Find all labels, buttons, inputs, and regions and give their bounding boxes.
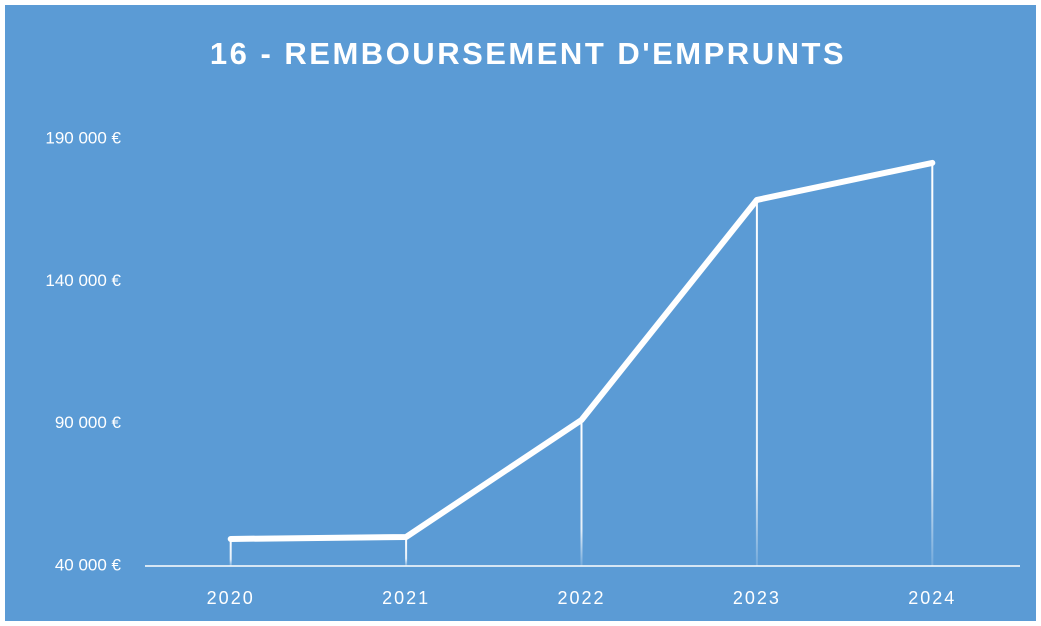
x-tick-label: 2023: [733, 588, 781, 608]
x-tick-label: 2021: [382, 588, 430, 608]
drop-line: [931, 162, 934, 567]
y-tick-label: 90 000 €: [55, 413, 122, 432]
drop-line: [580, 419, 583, 566]
drop-line: [229, 538, 232, 566]
y-tick-label: 190 000 €: [45, 128, 121, 147]
x-tick-label: 2022: [557, 588, 605, 608]
chart-background: [5, 5, 1036, 621]
y-tick-label: 40 000 €: [55, 555, 122, 574]
drop-line: [755, 199, 758, 566]
x-tick-label: 2020: [207, 588, 255, 608]
x-tick-label: 2024: [908, 588, 956, 608]
y-tick-label: 140 000 €: [45, 271, 121, 290]
line: [227, 159, 936, 542]
drop-line: [405, 536, 408, 566]
chart-title: 16 - REMBOURSEMENT D'EMPRUNTS: [210, 36, 846, 71]
